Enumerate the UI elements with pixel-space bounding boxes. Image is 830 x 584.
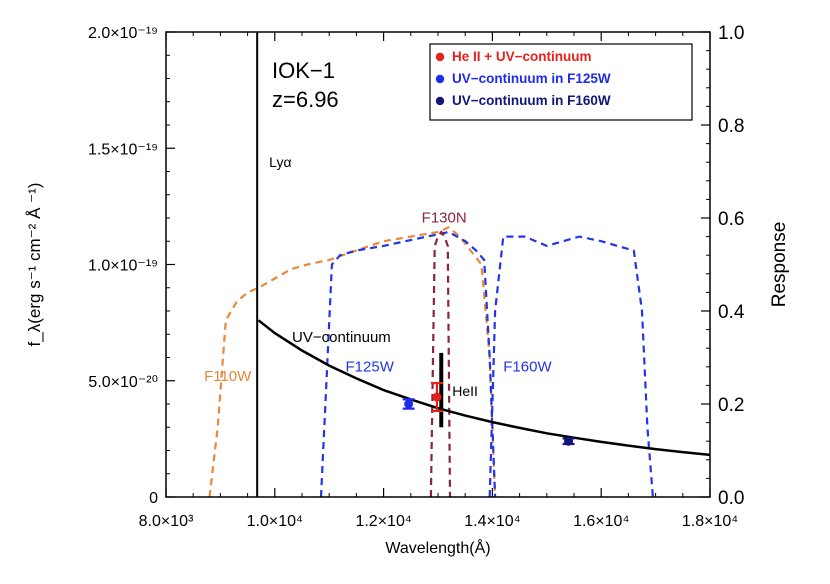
- y-left-tick-label-2: 1.0×10⁻¹⁹: [88, 258, 158, 275]
- legend-label-1: UV−continuum in F125W: [452, 71, 611, 86]
- y-right-tick-label-0: 0.0: [718, 488, 744, 509]
- data-point-2: [564, 436, 574, 446]
- uv-continuum-curve: [257, 319, 711, 457]
- y-right-tick-label-1: 0.2: [718, 395, 744, 416]
- uv-continuum-label: UV−continuum: [292, 329, 391, 346]
- data-point-1: [404, 399, 414, 409]
- y-right-tick-label-4: 0.8: [718, 116, 744, 137]
- x-tick-label-0: 8.0×10³: [139, 513, 194, 530]
- filter-curve-f130n: [429, 230, 452, 498]
- filter-label-f130n: F130N: [422, 210, 467, 227]
- redshift-label: z=6.96: [272, 87, 339, 112]
- legend-box: [429, 43, 693, 121]
- y-left-tick-label-1: 5.0×10⁻²⁰: [88, 374, 158, 391]
- y-left-tick-label-3: 1.5×10⁻¹⁹: [88, 141, 158, 158]
- y-left-tick-label-4: 2.0×10⁻¹⁹: [88, 25, 158, 42]
- filter-label-f110w: F110W: [204, 368, 252, 385]
- y-left-axis-title: f_λ(erg s⁻¹ cm⁻² Å ⁻¹): [25, 183, 44, 347]
- y-left-tick-label-0: 0: [149, 490, 158, 507]
- x-tick-label-2: 1.2×10⁴: [355, 513, 411, 530]
- y-right-axis-title: Response: [769, 222, 790, 308]
- legend-label-2: UV−continuum in F160W: [452, 93, 611, 108]
- y-right-tick-label-5: 1.0: [718, 23, 744, 44]
- filter-curve-f125w: [319, 230, 497, 498]
- x-tick-label-3: 1.4×10⁴: [464, 513, 520, 530]
- lya-label: Lyα: [269, 154, 291, 170]
- y-right-tick-label-2: 0.4: [718, 302, 745, 323]
- x-tick-label-1: 1.0×10⁴: [247, 513, 303, 530]
- legend-marker-2: [435, 96, 445, 106]
- legend-label-0: He II + UV−continuum: [452, 49, 592, 64]
- filter-curve-f110w: [208, 226, 497, 498]
- data-point-0: [432, 392, 442, 402]
- filter-curve-f160w: [488, 235, 654, 498]
- filter-label-f125w: F125W: [346, 358, 395, 375]
- x-axis-title: Wavelength(Å): [385, 538, 490, 557]
- x-tick-label-4: 1.6×10⁴: [573, 513, 629, 530]
- y-right-tick-label-3: 0.6: [718, 209, 744, 230]
- legend-marker-1: [435, 74, 445, 84]
- x-tick-label-5: 1.8×10⁴: [682, 513, 738, 530]
- heii-label: HeII: [452, 383, 478, 399]
- legend-marker-0: [435, 52, 445, 62]
- filter-label-f160w: F160W: [503, 358, 552, 375]
- object-name: IOK−1: [272, 58, 335, 83]
